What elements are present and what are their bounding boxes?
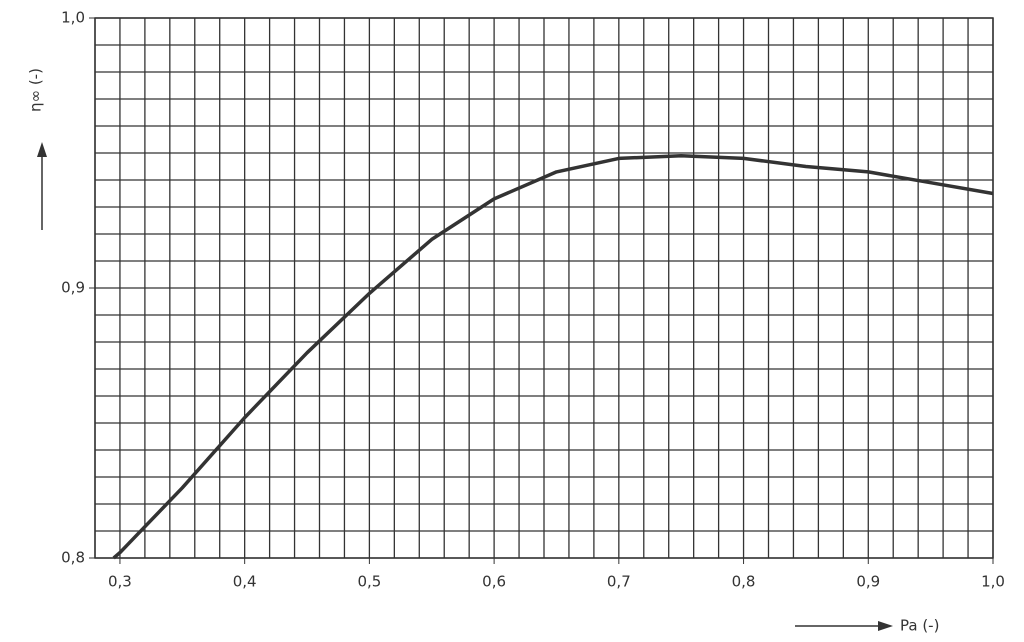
curve [112,153,994,560]
x-tick-label: 0,9 [856,573,880,591]
x-tick-label: 0,5 [357,573,381,591]
x-tick-label: 0,6 [482,573,506,591]
x-axis-label: Pa (-) [900,617,939,635]
y-tick-label: 0,8 [61,549,85,567]
x-tick-label: 1,0 [981,573,1005,591]
y-tick-label: 1,0 [61,9,85,27]
x-tick-label: 0,7 [607,573,631,591]
x-tick-label: 0,8 [732,573,756,591]
y-tick-label: 0,9 [61,279,85,297]
x-tick-label: 0,3 [108,573,132,591]
x-tick-label: 0,4 [233,573,257,591]
x-arrow-head [878,621,893,631]
y-axis-label: η∞ (-) [27,68,45,112]
y-arrow-head [37,142,47,157]
